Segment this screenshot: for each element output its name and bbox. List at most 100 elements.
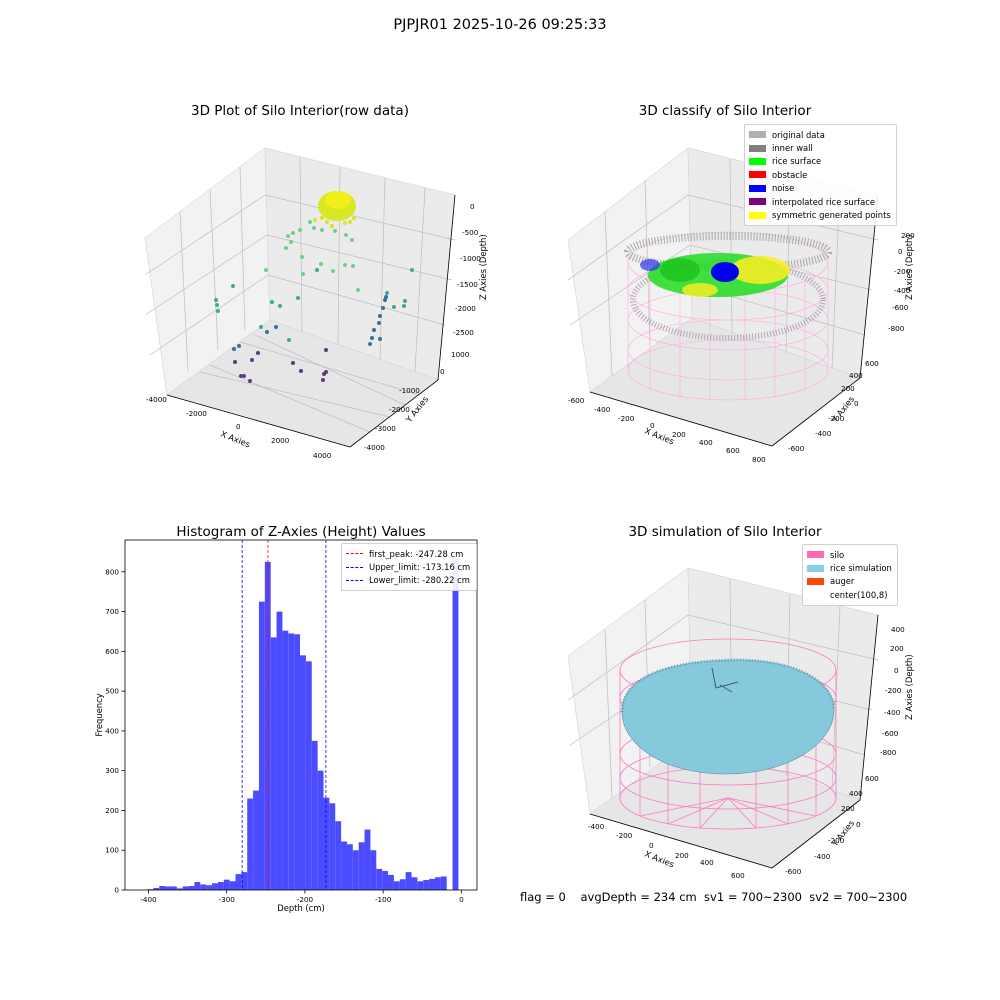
sim-ytick: 0: [856, 820, 861, 829]
cls-ztick: -400: [894, 286, 911, 295]
histogram-xtick-label: -100: [375, 895, 392, 904]
histogram-bar: [317, 770, 324, 890]
raw-ztick: -2000: [455, 304, 476, 313]
histogram-bar: [153, 888, 160, 890]
raw-xlabel: X Axies: [219, 429, 251, 450]
histogram-bar: [452, 557, 459, 890]
cls-xtick: 400: [699, 438, 713, 447]
histogram-bar: [182, 886, 189, 890]
histogram-bar: [300, 655, 306, 890]
histogram-ytick-label: 100: [105, 846, 119, 855]
raw-ztick: -500: [462, 228, 479, 237]
histogram-bar: [370, 850, 377, 890]
cls-ztick: 0: [898, 247, 903, 256]
histogram-bar: [253, 790, 259, 890]
histogram-bar: [364, 829, 371, 890]
histogram-bar: [276, 611, 283, 890]
legend-item: inner wall: [749, 141, 892, 154]
histogram-bar: [405, 872, 412, 890]
histogram-bar: [311, 740, 318, 890]
histogram-bar: [341, 841, 347, 890]
sim-ztick: -200: [885, 686, 902, 695]
legend-item: rice simulation: [807, 561, 893, 574]
histogram-bar: [434, 877, 441, 890]
cls-xtick: -600: [568, 396, 585, 405]
legend-item: rice surface: [749, 155, 892, 168]
histogram-bar: [417, 881, 424, 890]
simulation-3d-plot: -400 -200 0 200 400 600 -600 -400 -200 0…: [567, 567, 914, 880]
histogram-bar: [294, 634, 301, 890]
histogram-ytick-label: 500: [105, 687, 119, 696]
sim-xtick: -400: [588, 822, 605, 831]
simulation-legend: silo rice simulation auger center(100,8): [802, 544, 898, 606]
sim-ztick: 200: [890, 644, 904, 653]
histogram-bar: [429, 878, 435, 890]
histogram-xtick-label: -300: [219, 895, 236, 904]
sim-ztick: -600: [882, 729, 899, 738]
histogram-ytick-label: 700: [105, 607, 119, 616]
histogram-ytick-label: 600: [105, 647, 119, 656]
cls-ytick: -200: [828, 414, 845, 423]
histogram-bar: [206, 885, 213, 890]
histogram-bar: [352, 850, 359, 890]
histogram-bar: [388, 874, 394, 890]
histogram-bar: [288, 633, 295, 890]
sim-xtick: -200: [616, 831, 633, 840]
histogram-bar: [159, 886, 166, 890]
histogram-frame: [124, 539, 478, 891]
legend-swatch: [807, 577, 824, 585]
panel-sim-title: 3D simulation of Silo Interior: [628, 524, 822, 540]
raw-xtick: 2000: [271, 436, 290, 445]
classify-legend: original data inner wall rice surface ob…: [744, 124, 897, 226]
cls-xtick: -400: [594, 405, 611, 414]
legend-swatch: [807, 591, 824, 598]
raw-ytick: -1000: [399, 386, 420, 395]
legend-item: noise: [749, 182, 892, 195]
raw-zlabel: Z Axies (Depth): [478, 234, 488, 300]
raw-xtick: -2000: [186, 409, 207, 418]
histogram-xtick-label: -200: [297, 895, 314, 904]
cls-xlabel: X Axies: [643, 426, 675, 447]
figure-title: PJPJR01 2025-10-26 09:25:33: [393, 17, 607, 33]
panel-raw-title: 3D Plot of Silo Interior(row data): [191, 103, 409, 119]
sim-ytick: -400: [814, 852, 831, 861]
histogram-xlabel: Depth (cm): [277, 903, 324, 913]
histogram-legend: first_peak: -247.28 cm Upper_limit: -173…: [341, 543, 477, 592]
histogram-bar: [217, 882, 224, 890]
legend-lower-limit: Lower_limit: -280.22 cm: [369, 575, 470, 586]
raw-xtick: 0: [236, 422, 241, 431]
sim-xtick: 600: [731, 871, 745, 880]
sim-xtick: 400: [700, 858, 714, 867]
raw-ytick: -2000: [389, 405, 410, 414]
cls-ytick: -400: [815, 429, 832, 438]
raw-3d-scatter: -4000 -2000 0 2000 4000 -4000 -3000 -200…: [144, 147, 488, 460]
histogram-bar: [329, 803, 336, 890]
status-footer: flag = 0 avgDepth = 234 cm sv1 = 700~230…: [520, 890, 908, 904]
histogram-bar: [200, 884, 207, 890]
histogram-bar: [423, 880, 430, 890]
histogram-bar: [346, 844, 353, 890]
histogram-bar: [194, 882, 201, 890]
legend-swatch: [749, 157, 766, 165]
histogram-bar: [323, 797, 330, 890]
cls-ztick: 200: [901, 231, 915, 240]
histogram-bar: [235, 874, 242, 890]
histogram-bar: [376, 868, 383, 890]
legend-item: auger: [807, 575, 893, 588]
cls-ytick: 600: [865, 359, 879, 368]
histogram-bar: [188, 886, 195, 890]
histogram-xtick-label: 0: [459, 895, 464, 904]
histogram-bar: [241, 872, 248, 890]
legend-swatch: [749, 198, 766, 206]
histogram-ytick-label: 300: [105, 766, 119, 775]
histogram-bar: [305, 661, 312, 890]
classify-3d-plot: -600 -400 -200 0 200 400 600 800 -600 -4…: [567, 147, 915, 464]
legend-item: center(100,8): [807, 588, 893, 601]
histogram-bar: [440, 876, 447, 890]
sim-ytick: -200: [828, 836, 845, 845]
raw-ztick: 0: [470, 202, 475, 211]
legend-swatch: [807, 564, 824, 572]
cls-ztick: -200: [894, 267, 911, 276]
histogram-bar: [223, 879, 230, 890]
sim-ztick: 0: [894, 666, 899, 675]
